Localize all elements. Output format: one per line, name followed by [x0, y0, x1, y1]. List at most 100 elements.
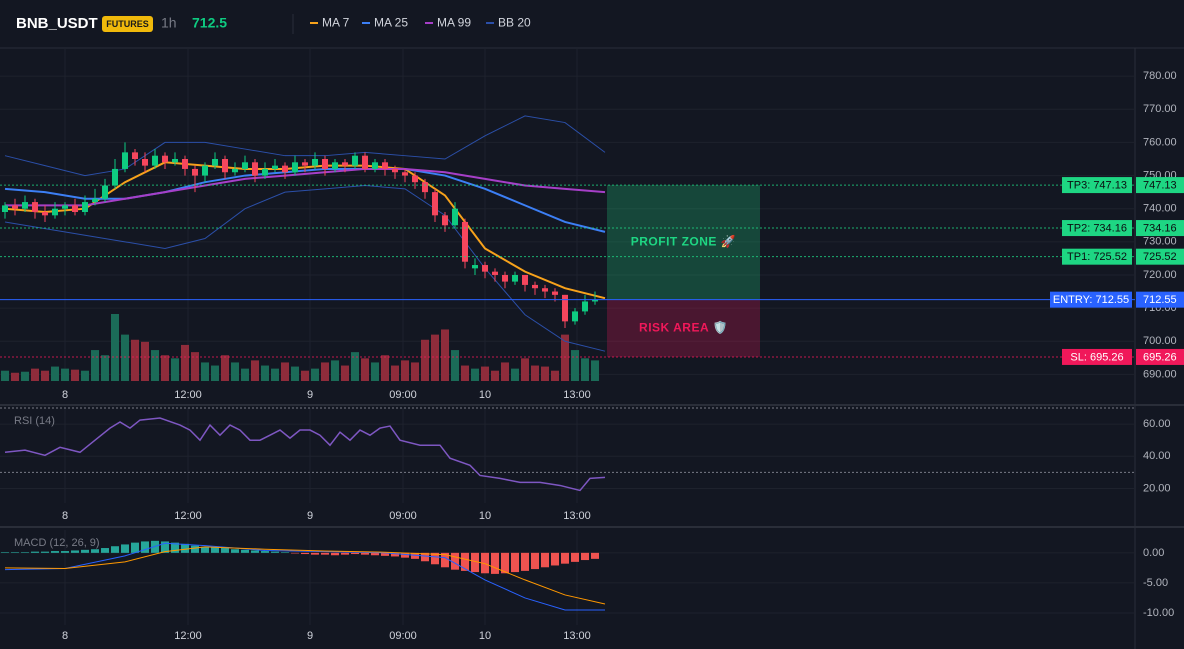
volume-bar [591, 360, 599, 381]
histogram-bar [41, 551, 49, 553]
histogram-bar [191, 545, 199, 553]
volume-bar [361, 358, 369, 381]
histogram-bar [391, 552, 399, 557]
histogram-bar [211, 547, 219, 553]
volume-bar [131, 339, 139, 381]
volume-bar [101, 355, 109, 381]
candle-body [192, 168, 198, 176]
volume-bar [141, 341, 149, 381]
zone-label: RISK AREA 🛡️ [639, 320, 728, 334]
badge: FUTURES [106, 19, 149, 29]
histogram-bar [581, 552, 589, 561]
x-tick-label: 12:00 [174, 630, 202, 642]
volume-bar [371, 362, 379, 381]
histogram-bar [411, 552, 419, 559]
volume-bar [171, 358, 179, 381]
candle-body [152, 155, 158, 166]
x-tick-label: 13:00 [563, 510, 591, 522]
histogram-bar [131, 542, 139, 553]
histogram-bar [531, 552, 539, 570]
volume-bar [551, 370, 559, 381]
histogram-bar [51, 551, 59, 553]
y-tick-label: 0.00 [1143, 547, 1164, 559]
candle-body [282, 165, 288, 173]
volume-bar [1, 370, 9, 381]
volume-bar [221, 355, 229, 381]
candle-body [262, 168, 268, 176]
candle-body [12, 205, 18, 209]
x-tick-label: 8 [62, 630, 68, 642]
volume-bar [181, 344, 189, 381]
volume-bar [501, 362, 509, 381]
candle-body [172, 159, 178, 163]
volume-bar [161, 355, 169, 381]
price-tag [1136, 220, 1184, 237]
candle-body [72, 205, 78, 213]
y-tick-label: 760.00 [1143, 136, 1177, 148]
histogram-bar [201, 546, 209, 553]
histogram-bar [271, 551, 279, 553]
volume-bar [11, 372, 19, 381]
volume-bar [561, 334, 569, 381]
histogram-bar [111, 546, 119, 553]
volume-bar [271, 368, 279, 381]
volume-bar [231, 362, 239, 381]
histogram-bar [341, 552, 349, 555]
volume-bar [211, 365, 219, 381]
volume-bar [441, 329, 449, 381]
level-label: ENTRY: 712.55 [1053, 294, 1129, 306]
level-tag [1062, 348, 1132, 365]
candle-body [112, 168, 118, 186]
bb-upper [4, 115, 606, 177]
histogram-bar [91, 549, 99, 553]
price-tag-label: 695.26 [1143, 351, 1177, 363]
volume-bar [201, 362, 209, 381]
volume-bar [421, 339, 429, 381]
candle-body [542, 288, 548, 292]
volume-bar [71, 369, 79, 381]
symbol: BNB_USDT [16, 15, 98, 32]
x-tick-label: 13:00 [563, 630, 591, 642]
histogram-bar [231, 549, 239, 553]
histogram-bar [1, 552, 9, 553]
histogram-bar [451, 552, 459, 570]
histogram-bar [371, 552, 379, 556]
zone-label: PROFIT ZONE 🚀 [631, 235, 736, 249]
volume-bar [391, 365, 399, 381]
volume-bar [451, 350, 459, 381]
y-tick-label: 730.00 [1143, 236, 1177, 248]
volume-bar [291, 366, 299, 381]
candle-body [582, 301, 588, 312]
volume-bar [31, 368, 39, 381]
zone [607, 185, 760, 300]
candle-body [182, 159, 188, 169]
price-tag-label: 712.55 [1143, 294, 1177, 306]
x-tick-label: 8 [62, 389, 68, 401]
legend-label: MA 25 [374, 16, 408, 30]
panel-title: MACD (12, 26, 9) [14, 537, 100, 549]
legend-label: BB 20 [498, 16, 531, 30]
histogram-bar [471, 552, 479, 573]
x-tick-label: 09:00 [389, 630, 417, 642]
candle-body [132, 152, 138, 159]
candle-body [32, 202, 38, 213]
histogram-bar [101, 548, 109, 553]
x-tick-label: 10 [479, 389, 491, 401]
volume-bar [251, 360, 259, 381]
candle-body [92, 198, 98, 203]
x-tick-label: 09:00 [389, 510, 417, 522]
candle-body [502, 274, 508, 282]
volume-bar [471, 368, 479, 381]
candle-body [382, 162, 388, 169]
volume-bar [51, 366, 59, 381]
histogram-bar [431, 552, 439, 565]
candle-body [142, 159, 148, 166]
histogram-bar [71, 550, 79, 553]
histogram-bar [541, 552, 549, 568]
histogram-bar [11, 552, 19, 553]
candle-body [352, 155, 358, 166]
histogram-bar [481, 552, 489, 574]
histogram-bar [121, 544, 129, 553]
volume-bar [541, 366, 549, 381]
